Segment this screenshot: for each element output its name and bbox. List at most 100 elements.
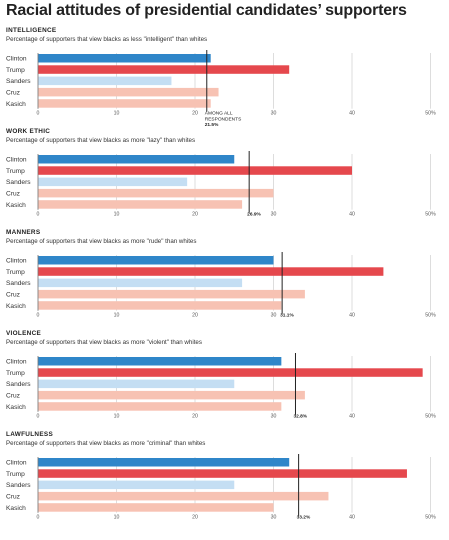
x-tick-label: 50%	[425, 111, 436, 117]
candidate-label: Clinton	[6, 460, 27, 467]
candidate-label: Sanders	[6, 280, 31, 287]
bar-cruz	[38, 87, 219, 97]
average-label: 33.2%	[297, 515, 311, 521]
candidate-label: Trump	[6, 269, 25, 276]
candidate-label: Kasich	[6, 101, 26, 108]
bar-clinton	[38, 458, 290, 467]
section-title: MANNERS	[6, 229, 41, 236]
average-label: RESPONDENTS	[205, 116, 242, 122]
bar-clinton	[38, 357, 282, 366]
candidate-label: Kasich	[6, 404, 26, 411]
candidate-label: Kasich	[6, 303, 26, 310]
candidate-label: Cruz	[6, 494, 20, 501]
bar-kasich	[38, 200, 243, 209]
bar-clinton	[38, 54, 211, 63]
x-tick-label: 50%	[425, 313, 436, 319]
bar-sanders	[38, 76, 172, 86]
candidate-label: Cruz	[6, 90, 20, 97]
bar-trump	[38, 267, 384, 276]
bar-clinton	[38, 155, 235, 164]
x-tick-label: 50%	[425, 515, 436, 521]
section-title: WORK ETHIC	[6, 128, 50, 135]
x-tick-label: 30	[271, 313, 277, 319]
candidate-label: Cruz	[6, 393, 20, 400]
candidate-label: Sanders	[6, 381, 31, 388]
x-tick-label: 0	[37, 414, 40, 420]
bar-kasich	[38, 402, 282, 411]
section-title: LAWFULNESS	[6, 431, 53, 438]
x-tick-label: 10	[114, 313, 120, 319]
x-tick-label: 0	[37, 313, 40, 319]
candidate-label: Trump	[6, 67, 25, 74]
section-subtitle: Percentage of supporters that view black…	[6, 440, 205, 447]
bar-trump	[38, 65, 290, 74]
section-subtitle: Percentage of supporters that view black…	[6, 137, 195, 144]
candidate-label: Cruz	[6, 191, 20, 198]
average-label: 32.8%	[293, 414, 307, 420]
candidate-label: Sanders	[6, 482, 31, 489]
x-tick-label: 20	[192, 212, 198, 218]
section-title: INTELLIGENCE	[6, 27, 57, 34]
x-tick-label: 30	[271, 111, 277, 117]
bar-trump	[38, 166, 352, 175]
section-subtitle: Percentage of supporters that view black…	[6, 36, 207, 43]
section-subtitle: Percentage of supporters that view black…	[6, 238, 196, 245]
bar-trump	[38, 368, 423, 377]
average-label: 21.5%	[205, 122, 219, 128]
x-tick-label: 10	[114, 414, 120, 420]
x-tick-label: 20	[192, 313, 198, 319]
bar-trump	[38, 469, 407, 478]
candidate-label: Sanders	[6, 179, 31, 186]
bar-cruz	[38, 390, 305, 400]
candidate-label: Clinton	[6, 359, 27, 366]
x-tick-label: 40	[349, 313, 355, 319]
x-tick-label: 30	[271, 515, 277, 521]
x-tick-label: 10	[114, 111, 120, 117]
x-tick-label: 20	[192, 414, 198, 420]
x-tick-label: 40	[349, 111, 355, 117]
candidate-label: Kasich	[6, 505, 26, 512]
bar-cruz	[38, 491, 329, 501]
average-label: 26.9%	[247, 212, 261, 218]
x-tick-label: 20	[192, 515, 198, 521]
x-tick-label: 40	[349, 515, 355, 521]
section-subtitle: Percentage of supporters that view black…	[6, 339, 202, 346]
x-tick-label: 40	[349, 414, 355, 420]
x-tick-label: 10	[114, 212, 120, 218]
candidate-label: Cruz	[6, 292, 20, 299]
average-label: AMONG ALL	[205, 111, 233, 117]
bar-cruz	[38, 289, 305, 299]
bar-clinton	[38, 256, 274, 265]
candidate-label: Clinton	[6, 157, 27, 164]
candidate-label: Trump	[6, 168, 25, 175]
candidate-label: Clinton	[6, 258, 27, 265]
x-tick-label: 30	[271, 212, 277, 218]
candidate-label: Clinton	[6, 56, 27, 63]
candidate-label: Trump	[6, 370, 25, 377]
section-title: VIOLENCE	[6, 330, 42, 337]
bar-kasich	[38, 503, 274, 512]
candidate-label: Trump	[6, 471, 25, 478]
bar-sanders	[38, 480, 235, 490]
x-tick-label: 50%	[425, 212, 436, 218]
candidate-label: Sanders	[6, 78, 31, 85]
chart-title: Racial attitudes of presidential candida…	[6, 2, 407, 19]
x-tick-label: 10	[114, 515, 120, 521]
average-label: 31.1%	[280, 313, 294, 319]
x-tick-label: 0	[37, 111, 40, 117]
x-tick-label: 40	[349, 212, 355, 218]
bar-sanders	[38, 379, 235, 389]
bar-kasich	[38, 301, 282, 310]
x-tick-label: 50%	[425, 414, 436, 420]
x-tick-label: 0	[37, 212, 40, 218]
bar-cruz	[38, 188, 274, 198]
x-tick-label: 20	[192, 111, 198, 117]
x-tick-label: 0	[37, 515, 40, 521]
bar-kasich	[38, 99, 211, 108]
candidate-label: Kasich	[6, 202, 26, 209]
x-tick-label: 30	[271, 414, 277, 420]
bar-sanders	[38, 278, 243, 288]
bar-sanders	[38, 177, 188, 187]
